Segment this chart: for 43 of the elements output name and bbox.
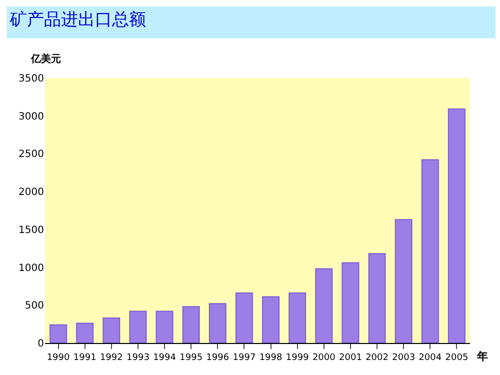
- y-tick-label: 0: [38, 338, 44, 350]
- y-tick-label: 3500: [18, 74, 44, 84]
- x-tick-label: 1996: [206, 352, 230, 363]
- x-tick-label: 1994: [153, 352, 176, 363]
- x-tick-label: 1993: [126, 352, 150, 363]
- bar: [262, 296, 280, 343]
- bar: [368, 253, 386, 343]
- bar: [288, 292, 306, 343]
- x-tick-label: 1998: [259, 352, 283, 363]
- bar: [448, 108, 466, 343]
- bar: [129, 310, 147, 343]
- y-tick-label: 1000: [18, 262, 44, 274]
- bar: [50, 324, 68, 343]
- y-tick-label: 3000: [18, 111, 44, 122]
- bar: [235, 292, 253, 343]
- bar: [394, 219, 412, 343]
- bar: [342, 262, 360, 343]
- x-axis-title: 年: [476, 350, 488, 363]
- bar: [76, 322, 94, 343]
- y-tick-label: 2000: [18, 187, 44, 198]
- bar: [102, 318, 120, 343]
- y-tick-label: 1500: [18, 224, 44, 236]
- x-tick-label: 1991: [73, 352, 96, 363]
- x-tick-label: 1995: [180, 352, 203, 363]
- x-tick-label: 2001: [339, 352, 362, 363]
- x-tick-label: 2000: [312, 352, 336, 363]
- x-tick-label: 2004: [418, 352, 442, 363]
- y-axis-title: 亿美元: [30, 53, 61, 65]
- x-tick-label: 1992: [100, 352, 123, 363]
- y-tick-label: 2500: [18, 149, 44, 160]
- y-tick-label: 500: [24, 300, 44, 312]
- x-tick-label: 1997: [232, 352, 256, 363]
- x-tick-label: 1999: [286, 352, 310, 363]
- bar: [156, 310, 174, 343]
- bar: [182, 306, 200, 343]
- bar: [421, 159, 439, 343]
- x-tick-label: 1990: [46, 352, 70, 363]
- x-tick-label: 2003: [392, 352, 416, 363]
- x-tick-label: 2005: [445, 352, 468, 363]
- bar: [208, 303, 226, 343]
- bar: [315, 268, 333, 343]
- chart-title: 矿产品进出口总额: [9, 10, 146, 30]
- x-tick-label: 2002: [366, 352, 388, 363]
